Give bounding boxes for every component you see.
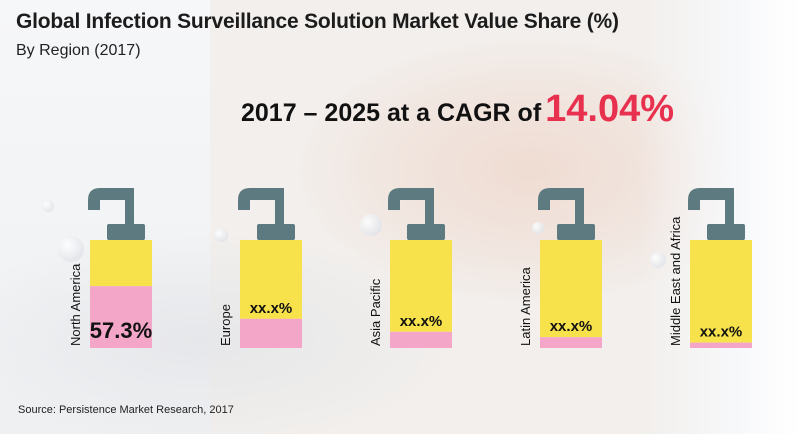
data-label: xx.x% xyxy=(400,313,443,330)
bottle-remainder xyxy=(90,240,152,287)
share-bar xyxy=(540,337,602,348)
soap-bubble xyxy=(532,222,544,234)
background-window xyxy=(640,0,800,434)
pump-stem xyxy=(425,200,434,224)
pump-nozzle xyxy=(688,188,734,210)
bottle-remainder xyxy=(690,240,752,343)
pump-collar xyxy=(107,224,145,240)
share-bar xyxy=(90,286,152,348)
pump-stem xyxy=(725,200,734,224)
chart-subtitle: By Region (2017) xyxy=(16,42,141,59)
pump-nozzle xyxy=(538,188,584,210)
soap-bubble xyxy=(58,236,84,262)
pump-stem xyxy=(575,200,584,224)
data-label: 57.3% xyxy=(90,318,152,343)
soap-bubble xyxy=(214,228,228,242)
bottle-remainder xyxy=(540,240,602,338)
pump-collar xyxy=(557,224,595,240)
data-label: xx.x% xyxy=(550,318,593,335)
data-label: xx.x% xyxy=(700,324,743,341)
cagr-callout: 2017 – 2025 at a CAGR of 14.04% xyxy=(241,88,674,131)
cagr-text: 2017 – 2025 at a CAGR of xyxy=(241,99,542,127)
pump-stem xyxy=(125,200,134,224)
soap-bubble xyxy=(360,214,382,236)
chart-title: Global Infection Surveillance Solution M… xyxy=(16,10,619,33)
category-label: Latin America xyxy=(518,266,533,346)
soap-bubble xyxy=(42,200,54,212)
bottle-remainder xyxy=(240,240,302,319)
pump-collar xyxy=(257,224,295,240)
share-bar xyxy=(240,318,302,348)
source-note: Source: Persistence Market Research, 201… xyxy=(18,404,234,416)
pump-nozzle xyxy=(238,188,284,210)
pump-collar xyxy=(407,224,445,240)
pump-stem xyxy=(275,200,284,224)
category-label: Asia Pacific xyxy=(368,278,383,346)
category-label: Middle East and Africa xyxy=(668,216,683,346)
share-bar xyxy=(690,342,752,348)
soap-bubble xyxy=(650,252,666,268)
bottle-remainder xyxy=(390,240,452,332)
data-label: xx.x% xyxy=(250,300,293,317)
share-bar xyxy=(390,331,452,348)
category-label: North America xyxy=(68,263,83,346)
pump-nozzle xyxy=(88,188,134,210)
pump-nozzle xyxy=(388,188,434,210)
category-label: Europe xyxy=(218,304,233,346)
cagr-value: 14.04% xyxy=(545,88,675,130)
pump-collar xyxy=(707,224,745,240)
